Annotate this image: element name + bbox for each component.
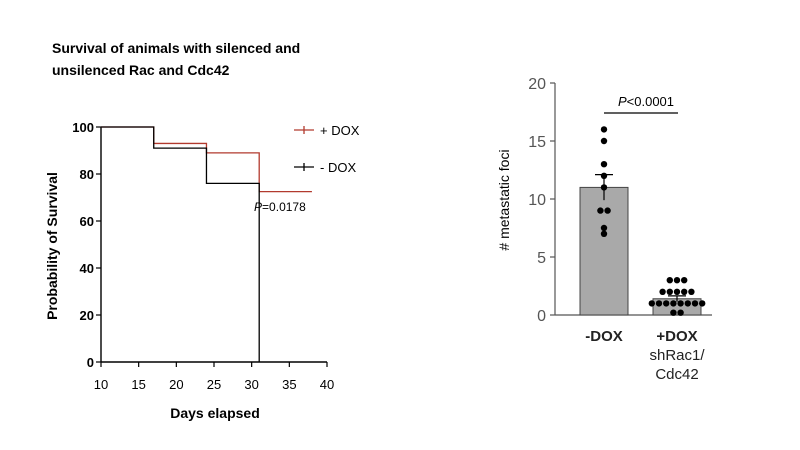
data-point-plus-dox [699,300,706,307]
bar-category-labels: -DOX +DOX shRac1/Cdc42 [585,328,705,383]
survival-chart: Survival of animals with silenced and un… [44,40,360,421]
y-axis-label: Probability of Survival [44,172,60,320]
data-point-plus-dox [666,288,673,295]
x-tick-label: 10 [94,377,108,392]
data-point-plus-dox [681,277,688,284]
bar-category-label: shRac1/ [649,347,705,364]
legend-minus-dox: - DOX [294,160,356,175]
data-point-plus-dox [655,300,663,307]
bar-y-tick-label: 15 [528,134,546,151]
bar-y-tick-label: 0 [537,308,546,325]
data-point-plus-dox [670,300,677,307]
data-point-minus-dox [600,172,608,179]
x-tick-label: 25 [207,377,221,392]
data-point-minus-dox [600,137,608,145]
bar-category-label: +DOX [656,328,697,345]
x-tick-label: 40 [320,377,334,392]
x-tick-label: 15 [131,377,145,392]
data-point-plus-dox [681,288,688,295]
y-tick-label: 0 [87,355,94,370]
chart-title-line1: Survival of animals with silenced and [52,40,300,56]
data-point-minus-dox [600,224,608,232]
legend-label: - DOX [320,160,356,175]
metastatic-foci-chart: 0 5 10 15 20 P<0.0001 # metastatic foci -DOX… [496,76,712,383]
y-tick-label: 100 [72,120,94,135]
y-tick-label: 60 [80,214,94,229]
data-point-minus-dox [604,207,611,214]
data-point-plus-dox [659,288,666,295]
x-tick-label: 30 [244,377,258,392]
data-point-minus-dox [600,184,608,191]
data-point-plus-dox [688,288,695,295]
x-axis-label: Days elapsed [170,405,260,421]
data-point-plus-dox [677,300,684,307]
data-point-plus-dox [673,288,681,295]
bar-category-label: Cdc42 [655,366,698,383]
bar-bars [579,174,702,316]
data-point-minus-dox [597,207,604,214]
y-tick-label: 20 [80,308,94,323]
survival-legend: + DOX - DOX [294,123,360,175]
data-point-minus-dox [600,161,608,168]
chart-title-line2: unsilenced Rac and Cdc42 [52,62,230,78]
p-value-text: =0.0178 [262,200,306,214]
data-point-plus-dox [677,309,684,316]
x-tick-label: 35 [282,377,296,392]
data-point-plus-dox [666,277,673,284]
bar-y-tick-label: 10 [528,192,546,209]
data-point-minus-dox [600,126,608,133]
bar-y-tick-label: 5 [537,250,546,267]
legend-label: + DOX [320,123,360,138]
survival-series [101,126,312,362]
legend-plus-dox: + DOX [294,123,360,138]
bar-y-axis-label: # metastatic foci [496,149,512,250]
survival-axes: 10 15 20 25 30 35 40 0 20 40 60 80 100 [72,120,334,392]
bar-category-label: -DOX [585,328,623,345]
p-symbol: P [254,200,262,214]
data-point-plus-dox [684,300,691,307]
bar-points [597,126,706,316]
survival-p-value: P=0.0178 [254,200,306,214]
data-point-plus-dox [691,300,699,307]
data-point-plus-dox [673,277,681,284]
data-point-minus-dox [600,230,608,237]
data-point-plus-dox [670,309,677,316]
significance-p-value: P<0.0001 [618,94,674,109]
y-tick-label: 80 [80,167,94,182]
survival-line-minus-dox [101,126,260,362]
y-tick-label: 40 [80,261,94,276]
bar-minus-dox [579,186,629,316]
bar-y-tick-label: 20 [528,76,546,93]
p-value-text: <0.0001 [627,94,674,109]
x-tick-label: 20 [169,377,183,392]
data-point-plus-dox [648,300,655,307]
p-symbol: P [618,94,627,109]
data-point-plus-dox [663,300,670,307]
